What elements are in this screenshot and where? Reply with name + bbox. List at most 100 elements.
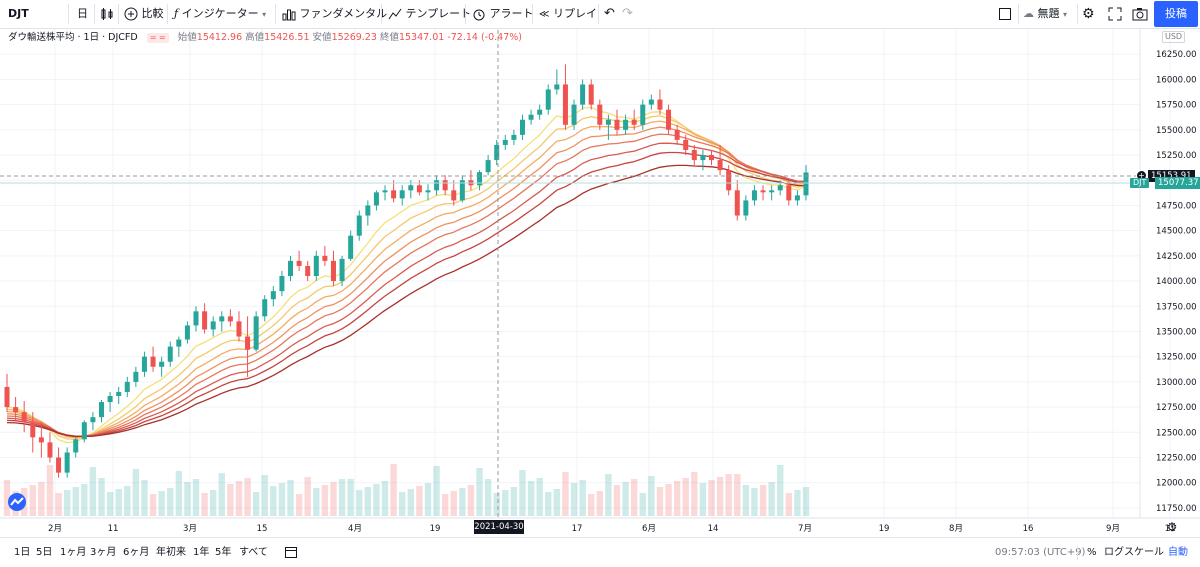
volume-bar xyxy=(467,485,475,516)
candle-body xyxy=(674,129,680,140)
templates-button[interactable]: テンプレート xyxy=(388,0,471,28)
range-button[interactable]: 5年 xyxy=(215,547,232,558)
candle-body xyxy=(605,119,611,125)
settings-gear-icon[interactable]: ⚙ xyxy=(1082,6,1095,22)
volume-bar xyxy=(648,476,655,516)
candle-body xyxy=(227,316,233,322)
volume-bar xyxy=(407,489,414,516)
volume-bar xyxy=(304,477,311,516)
candle-body xyxy=(21,412,27,423)
auto-scale-toggle[interactable]: 自動 xyxy=(1168,547,1188,558)
candle-body xyxy=(176,339,182,347)
time-axis[interactable]: 2月 11 3月 15 4月 19 17 6月 14 7月 19 8月 16 9月 11 xyxy=(48,524,1175,534)
price-tick-label: 12750.00 xyxy=(1156,403,1197,413)
volume-bar xyxy=(545,492,552,516)
fundamentals-label: ファンダメンタル xyxy=(299,7,388,20)
range-button[interactable]: 1年 xyxy=(193,547,210,558)
range-button[interactable]: 3ヶ月 xyxy=(90,547,117,558)
layout-toggle-button[interactable] xyxy=(998,0,1012,28)
range-button[interactable]: 1日 xyxy=(14,547,31,558)
series-legend: ダウ輸送株平均 · 1日 · DJCFD = = 始値15412.96 高値15… xyxy=(8,31,522,45)
date-range-button[interactable] xyxy=(284,538,298,567)
ma-line xyxy=(6,133,806,438)
legend-buttons[interactable]: = = xyxy=(146,33,169,43)
volume-bar xyxy=(768,482,775,516)
volume-bar xyxy=(527,481,535,516)
volume-bar xyxy=(613,485,621,516)
symbol-search-button[interactable]: DJT xyxy=(8,7,29,20)
volume-bar xyxy=(89,467,97,516)
candle-body xyxy=(571,104,577,125)
price-tick-label: 15500.00 xyxy=(1156,126,1197,136)
candle-body xyxy=(253,316,259,350)
open-value: 15412.96 xyxy=(196,32,243,43)
volume-bar xyxy=(141,480,148,516)
axis-settings-gear-icon[interactable]: ⚙ xyxy=(1167,520,1178,534)
volume-bar xyxy=(699,483,707,516)
candle-body xyxy=(373,192,379,206)
currency-badge[interactable]: USD xyxy=(1162,31,1186,43)
volume-bar xyxy=(184,482,191,516)
ma-line xyxy=(6,120,807,439)
layout-name-button[interactable]: ☁ 無題 ▾ xyxy=(1023,0,1067,28)
toolbar-divider xyxy=(68,4,69,24)
time-tick-label: 4月 xyxy=(348,524,362,534)
volume-bar xyxy=(124,486,131,516)
indicators-button[interactable]: ƒ インジケーター ▾ xyxy=(174,0,266,28)
volume-bar xyxy=(364,487,372,516)
volume-bar xyxy=(252,492,260,516)
range-button[interactable]: すべて xyxy=(239,547,268,558)
range-button[interactable]: 6ヶ月 xyxy=(123,547,150,558)
time-tick-label: 15 xyxy=(257,524,268,534)
redo-icon[interactable]: ↷ xyxy=(622,6,633,21)
tradingview-logo-icon[interactable] xyxy=(8,493,26,511)
candle-body xyxy=(683,139,689,150)
fullscreen-button[interactable] xyxy=(1108,0,1122,28)
fundamentals-button[interactable]: ファンダメンタル xyxy=(282,0,387,28)
alert-button[interactable]: アラート xyxy=(472,0,534,28)
chart-type-button[interactable] xyxy=(100,0,114,28)
volume-bar xyxy=(218,473,225,516)
screenshot-button[interactable] xyxy=(1132,0,1148,28)
ma-line xyxy=(6,164,807,438)
time-tick-label: 7月 xyxy=(798,524,812,534)
candle-body xyxy=(56,457,62,473)
undo-icon[interactable]: ↶ xyxy=(604,6,615,21)
compare-button[interactable]: 比較 xyxy=(124,0,164,28)
candle-body xyxy=(451,190,457,201)
range-button[interactable]: 年初来 xyxy=(156,547,186,558)
post-button[interactable]: 投稿 xyxy=(1154,1,1198,27)
volume-bars xyxy=(3,464,810,516)
volume-bar xyxy=(536,478,543,516)
volume-bar xyxy=(338,479,346,516)
volume-bar xyxy=(81,484,88,516)
interval-button[interactable]: 日 xyxy=(77,7,88,20)
candle-body xyxy=(305,265,311,277)
time-tick-label: 3月 xyxy=(183,524,197,534)
price-tick-label: 11750.00 xyxy=(1156,504,1197,514)
candle-body xyxy=(141,356,147,372)
candle-body xyxy=(485,160,491,173)
candle-body xyxy=(494,144,500,161)
range-button[interactable]: 5日 xyxy=(36,547,53,558)
volume-bar xyxy=(227,484,234,516)
clock-time[interactable]: 09:57:03 (UTC+9) xyxy=(995,547,1086,558)
price-tick-label: 14500.00 xyxy=(1156,227,1197,237)
volume-bar xyxy=(562,472,569,516)
replay-button[interactable]: ≪ リプレイ xyxy=(539,0,597,28)
range-button[interactable]: 1ヶ月 xyxy=(60,547,87,558)
price-axis[interactable]: 16250.00 16000.00 15750.00 15500.00 15250.00… xyxy=(1156,50,1197,514)
candle-body xyxy=(81,422,87,440)
price-tick-label: 16000.00 xyxy=(1156,75,1197,85)
square-icon xyxy=(999,8,1011,20)
log-scale-toggle[interactable]: ログスケール xyxy=(1104,547,1164,558)
volume-bar xyxy=(596,491,604,516)
top-toolbar: DJT 日 比較 ƒ インジケーター ▾ ファンダメンタル テンプレート アラー… xyxy=(0,0,1200,29)
candle-body xyxy=(743,200,749,216)
percent-scale-toggle[interactable]: % xyxy=(1087,547,1097,558)
price-chart[interactable]: 16250.00 16000.00 15750.00 15500.00 15250.00… xyxy=(0,29,1200,537)
candle-body xyxy=(47,442,53,458)
chevron-down-icon: ▾ xyxy=(1063,10,1068,19)
last-price-tag: 15077.37 xyxy=(1155,177,1200,189)
price-tick-label: 13000.00 xyxy=(1156,378,1197,388)
